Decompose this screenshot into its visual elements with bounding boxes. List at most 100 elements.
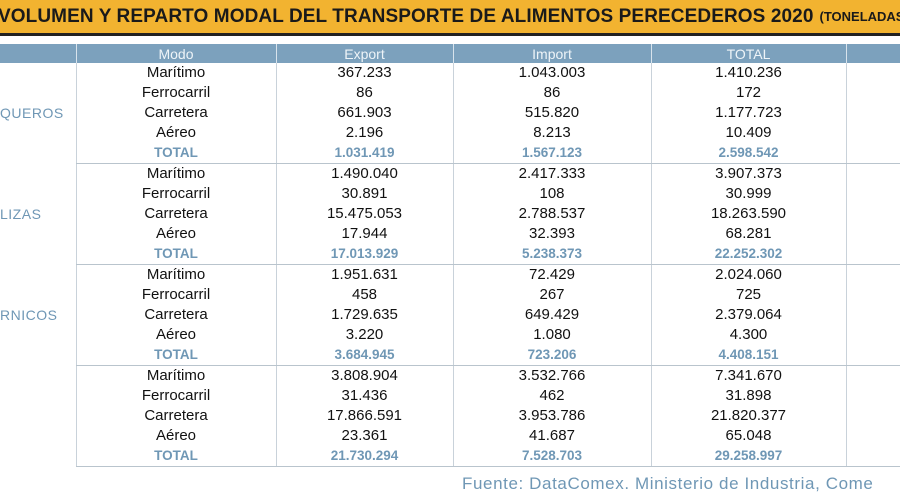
import-cell: 3.953.786 (452, 406, 651, 426)
mode-cell: Carretera (75, 204, 276, 224)
import-cell: 462 (452, 386, 651, 406)
extra-cell (845, 345, 900, 366)
total-cell: 21.820.377 (650, 406, 846, 426)
import-cell: 2.788.537 (452, 204, 651, 224)
extra-cell (845, 204, 900, 224)
mode-cell: TOTAL (75, 244, 276, 265)
total-cell: 4.408.151 (650, 345, 846, 366)
table-title: VOLUMEN Y REPARTO MODAL DEL TRANSPORTE D… (0, 5, 814, 27)
table-row: Marítimo 3.808.904 3.532.766 7.341.670 (0, 365, 900, 386)
export-cell: 2.196 (275, 123, 453, 143)
total-cell: 3.907.373 (650, 163, 846, 184)
total-cell: 2.024.060 (650, 264, 846, 285)
import-cell: 1.567.123 (452, 143, 651, 164)
total-row: TOTAL 21.730.294 7.528.703 29.258.997 (0, 446, 900, 467)
total-row: TOTAL 1.031.419 1.567.123 2.598.542 (0, 143, 900, 164)
extra-cell (845, 123, 900, 143)
mode-cell: TOTAL (75, 345, 276, 366)
import-cell: 723.206 (452, 345, 651, 366)
mode-cell: TOTAL (75, 446, 276, 467)
mode-cell: Carretera (75, 406, 276, 426)
total-cell: 18.263.590 (650, 204, 846, 224)
export-cell: 17.013.929 (275, 244, 453, 265)
table-row: Aéreo 23.361 41.687 65.048 (0, 426, 900, 446)
category-label: LIZAS (0, 206, 42, 222)
extra-cell (845, 325, 900, 345)
mode-cell: Marítimo (75, 365, 276, 386)
header-import: Import (452, 44, 651, 63)
mode-cell: Carretera (75, 103, 276, 123)
mode-cell: Aéreo (75, 224, 276, 244)
total-cell: 30.999 (650, 184, 846, 204)
mode-cell: Ferrocarril (75, 386, 276, 406)
export-cell: 23.361 (275, 426, 453, 446)
extra-cell (845, 305, 900, 325)
total-row: TOTAL 17.013.929 5.238.373 22.252.302 (0, 244, 900, 265)
mode-cell: Carretera (75, 305, 276, 325)
total-cell: 4.300 (650, 325, 846, 345)
export-cell: 1.490.040 (275, 163, 453, 184)
header-modo: Modo (75, 44, 276, 63)
extra-cell (845, 103, 900, 123)
total-cell: 172 (650, 83, 846, 103)
export-cell: 15.475.053 (275, 204, 453, 224)
table-row: Ferrocarril 31.436 462 31.898 (0, 386, 900, 406)
total-cell: 2.379.064 (650, 305, 846, 325)
table-row: Carretera 17.866.591 3.953.786 21.820.377 (0, 406, 900, 426)
table-row: Carretera 661.903 515.820 1.177.723 (0, 103, 900, 123)
table-row: RNICOS Marítimo 1.951.631 72.429 2.024.060 (0, 264, 900, 323)
import-cell: 7.528.703 (452, 446, 651, 467)
import-cell: 108 (452, 184, 651, 204)
export-cell: 458 (275, 285, 453, 305)
header-row: Modo Export Import TOTAL (0, 44, 900, 63)
total-cell: 31.898 (650, 386, 846, 406)
export-cell: 17.866.591 (275, 406, 453, 426)
export-cell: 661.903 (275, 103, 453, 123)
export-cell: 367.233 (275, 63, 453, 83)
table-body: QUEROS Marítimo 367.233 1.043.003 1.410.236 F… (0, 63, 900, 467)
import-cell: 3.532.766 (452, 365, 651, 386)
import-cell: 1.043.003 (452, 63, 651, 83)
table-row: Ferrocarril 86 86 172 (0, 83, 900, 103)
source-note: Fuente: DataComex. Ministerio de Industr… (462, 474, 874, 493)
header-export: Export (275, 44, 453, 63)
import-cell: 86 (452, 83, 651, 103)
total-cell: 2.598.542 (650, 143, 846, 164)
extra-cell (845, 143, 900, 164)
total-cell: 22.252.302 (650, 244, 846, 265)
extra-cell (845, 285, 900, 305)
transport-table: Modo Export Import TOTAL QUEROS Marítimo 3… (0, 44, 900, 467)
extra-cell (845, 264, 900, 285)
total-cell: 1.177.723 (650, 103, 846, 123)
extra-cell (845, 406, 900, 426)
import-cell: 649.429 (452, 305, 651, 325)
extra-cell (845, 163, 900, 184)
extra-cell (845, 184, 900, 204)
extra-cell (845, 244, 900, 265)
export-cell: 3.684.945 (275, 345, 453, 366)
import-cell: 267 (452, 285, 651, 305)
table-row: Aéreo 17.944 32.393 68.281 (0, 224, 900, 244)
total-cell: 725 (650, 285, 846, 305)
mode-cell: Marítimo (75, 264, 276, 285)
import-cell: 1.080 (452, 325, 651, 345)
import-cell: 41.687 (452, 426, 651, 446)
total-cell: 7.341.670 (650, 365, 846, 386)
mode-cell: Marítimo (75, 163, 276, 184)
category-label (0, 366, 76, 467)
export-cell: 86 (275, 83, 453, 103)
header-total: TOTAL (650, 44, 846, 63)
header-extra (845, 44, 900, 63)
export-cell: 31.436 (275, 386, 453, 406)
header-blank (0, 44, 76, 63)
extra-cell (845, 83, 900, 103)
total-cell: 10.409 (650, 123, 846, 143)
category-label: RNICOS (0, 307, 58, 323)
table-row: Carretera 1.729.635 649.429 2.379.064 (0, 305, 900, 325)
export-cell: 3.220 (275, 325, 453, 345)
extra-cell (845, 386, 900, 406)
total-cell: 29.258.997 (650, 446, 846, 467)
mode-cell: Aéreo (75, 123, 276, 143)
extra-cell (845, 365, 900, 386)
mode-cell: Marítimo (75, 63, 276, 83)
